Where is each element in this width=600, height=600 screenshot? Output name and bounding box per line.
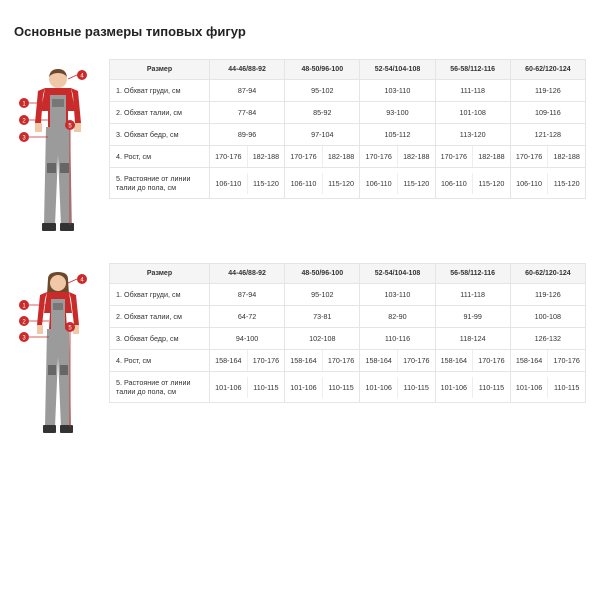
col-header: 44-46/88-92 xyxy=(210,264,285,284)
table-row: 4. Рост, см 170-176182-188 170-176182-18… xyxy=(110,146,586,168)
male-section: 1 2 3 4 5 Размер 44-46/88-92 48-50/96-10… xyxy=(14,59,586,235)
table-row: 5. Растояние от линии талии до пола, см … xyxy=(110,372,586,403)
col-header: 48-50/96-100 xyxy=(285,264,360,284)
table-row: 2. Обхват талии, см 64-72 73-81 82-90 91… xyxy=(110,306,586,328)
table-row: 4. Рост, см 158-164170-176 158-164170-17… xyxy=(110,350,586,372)
table-row: 1. Обхват груди, см 87-94 95-102 103-110… xyxy=(110,284,586,306)
table-row: 2. Обхват талии, см 77-84 85-92 93-100 1… xyxy=(110,102,586,124)
col-header-size: Размер xyxy=(110,60,210,80)
male-tbody: 1. Обхват груди, см 87-94 95-102 103-110… xyxy=(110,80,586,199)
col-header: 60-62/120-124 xyxy=(510,60,585,80)
female-figure: 1 2 3 4 5 xyxy=(14,263,109,439)
col-header: 44-46/88-92 xyxy=(210,60,285,80)
col-header: 48-50/96-100 xyxy=(285,60,360,80)
female-section: 1 2 3 4 5 Размер 44-46/88-92 48-50/96-10… xyxy=(14,263,586,439)
table-row: 1. Обхват груди, см 87-94 95-102 103-110… xyxy=(110,80,586,102)
male-size-table: Размер 44-46/88-92 48-50/96-100 52-54/10… xyxy=(109,59,586,199)
col-header: 52-54/104-108 xyxy=(360,60,435,80)
female-size-table: Размер 44-46/88-92 48-50/96-100 52-54/10… xyxy=(109,263,586,403)
table-row: 5. Растояние от линии талии до пола, см … xyxy=(110,168,586,199)
col-header: 60-62/120-124 xyxy=(510,264,585,284)
col-header-size: Размер xyxy=(110,264,210,284)
col-header: 56-58/112-116 xyxy=(435,60,510,80)
col-header: 56-58/112-116 xyxy=(435,264,510,284)
col-header: 52-54/104-108 xyxy=(360,264,435,284)
table-row: 3. Обхват бедр, см 94-100 102-108 110-11… xyxy=(110,328,586,350)
male-figure: 1 2 3 4 5 xyxy=(14,59,109,235)
table-row: 3. Обхват бедр, см 89-96 97-104 105-112 … xyxy=(110,124,586,146)
page-title: Основные размеры типовых фигур xyxy=(14,24,586,39)
